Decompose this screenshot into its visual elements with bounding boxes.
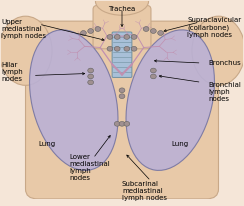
Ellipse shape (30, 30, 118, 170)
Text: Supraclavicular
(collarbone)
lymph nodes: Supraclavicular (collarbone) lymph nodes (187, 17, 241, 38)
Circle shape (107, 35, 113, 39)
Circle shape (114, 35, 120, 39)
Circle shape (88, 68, 93, 73)
Text: Lung: Lung (39, 140, 56, 147)
Circle shape (88, 80, 93, 85)
Circle shape (81, 31, 86, 35)
Ellipse shape (126, 30, 214, 170)
Text: Bronchus: Bronchus (209, 60, 241, 66)
Text: Upper
mediastinal
lymph nodes: Upper mediastinal lymph nodes (1, 19, 46, 39)
FancyBboxPatch shape (112, 32, 132, 77)
Text: Trachea: Trachea (108, 6, 136, 12)
Ellipse shape (192, 16, 244, 85)
Circle shape (119, 88, 125, 93)
Circle shape (114, 46, 120, 51)
Circle shape (107, 46, 113, 51)
Circle shape (151, 74, 156, 79)
Circle shape (151, 29, 156, 33)
Circle shape (124, 122, 130, 126)
Circle shape (88, 29, 93, 33)
FancyBboxPatch shape (26, 21, 218, 199)
Circle shape (119, 122, 125, 126)
Circle shape (151, 68, 156, 73)
Circle shape (158, 31, 163, 35)
Text: Lower
mediastinal
lymph
nodes: Lower mediastinal lymph nodes (69, 154, 110, 181)
FancyBboxPatch shape (93, 5, 151, 49)
Text: Subcarinal
mediastinal
lymph nodes: Subcarinal mediastinal lymph nodes (122, 181, 167, 201)
Circle shape (124, 46, 130, 51)
Circle shape (114, 122, 120, 126)
Circle shape (143, 27, 149, 31)
Circle shape (119, 94, 125, 98)
Ellipse shape (95, 0, 149, 15)
Circle shape (131, 35, 137, 39)
Ellipse shape (0, 16, 52, 85)
Circle shape (124, 35, 130, 39)
Circle shape (88, 74, 93, 79)
Circle shape (95, 27, 101, 31)
Text: Lung: Lung (171, 140, 188, 147)
Text: Hilar
lymph
nodes: Hilar lymph nodes (1, 62, 23, 82)
Text: Bronchial
lymph
nodes: Bronchial lymph nodes (209, 82, 241, 102)
Circle shape (131, 46, 137, 51)
